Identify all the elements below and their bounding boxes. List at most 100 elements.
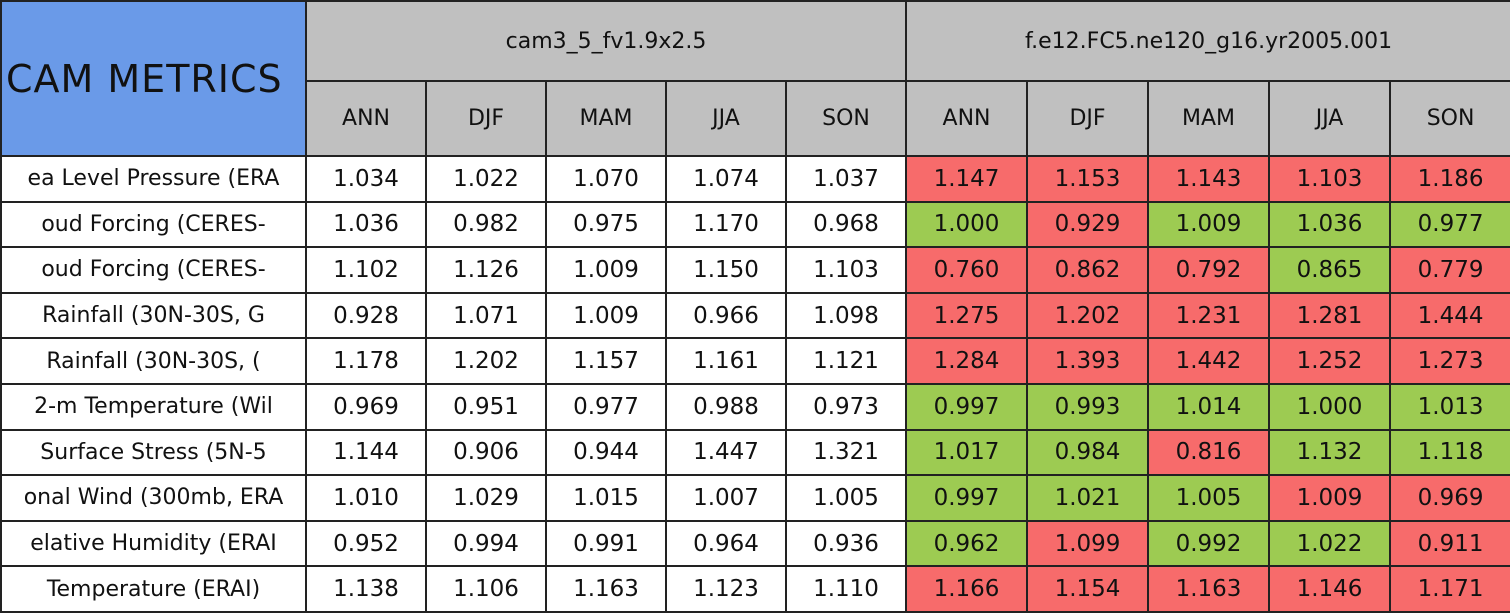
- table-row: 2-m Temperature (Wil 0.969 0.951 0.977 0.988…: [0, 382, 1510, 431]
- metric-cell: 0.988: [665, 382, 787, 431]
- metric-cell: 0.779: [1389, 246, 1510, 294]
- metric-cell: 0.993: [1026, 382, 1150, 431]
- metric-cell: 1.186: [1389, 155, 1510, 203]
- metric-cell: 0.997: [905, 382, 1029, 431]
- season-header: DJF: [425, 80, 547, 157]
- metric-cell: 1.000: [1268, 382, 1392, 431]
- metric-cell: 0.906: [425, 428, 547, 477]
- season-header: SON: [1389, 80, 1510, 157]
- season-header: DJF: [1026, 80, 1150, 157]
- metric-cell: 1.000: [905, 200, 1029, 249]
- row-label: Rainfall (30N-30S, G: [0, 291, 307, 340]
- metric-cell: 1.321: [784, 428, 908, 477]
- metric-cell: 1.102: [305, 246, 427, 294]
- metric-cell: 1.231: [1147, 291, 1271, 340]
- metric-cell: 1.010: [305, 474, 427, 522]
- metric-cell: 0.911: [1389, 519, 1510, 568]
- metric-cell: 1.103: [1268, 155, 1392, 203]
- metric-cell: 1.007: [665, 474, 787, 522]
- metric-cell: 1.161: [665, 337, 787, 385]
- metric-cell: 1.202: [425, 337, 547, 385]
- metric-cell: 0.973: [784, 382, 908, 431]
- metric-cell: 0.969: [1389, 474, 1510, 522]
- metric-cell: 0.984: [1026, 428, 1150, 477]
- metric-cell: 1.126: [425, 246, 547, 294]
- table-row: Rainfall (30N-30S, G 0.928 1.071 1.009 0.966…: [0, 291, 1510, 340]
- metric-cell: 0.964: [665, 519, 787, 568]
- metric-cell: 0.977: [545, 382, 667, 431]
- metric-cell: 1.071: [425, 291, 547, 340]
- season-header: ANN: [905, 80, 1029, 157]
- metric-cell: 1.447: [665, 428, 787, 477]
- metric-cell: 1.163: [545, 565, 667, 613]
- metric-cell: 0.969: [305, 382, 427, 431]
- metric-cell: 1.393: [1026, 337, 1150, 385]
- metric-cell: 0.992: [1147, 519, 1271, 568]
- row-label: Temperature (ERAI): [0, 565, 307, 613]
- metric-cell: 1.123: [665, 565, 787, 613]
- metric-cell: 1.157: [545, 337, 667, 385]
- metric-cell: 0.966: [665, 291, 787, 340]
- season-header: ANN: [305, 80, 427, 157]
- metric-cell: 1.009: [545, 246, 667, 294]
- metric-cell: 1.037: [784, 155, 908, 203]
- metric-cell: 1.143: [1147, 155, 1271, 203]
- metric-cell: 1.009: [1147, 200, 1271, 249]
- row-label: elative Humidity (ERAI: [0, 519, 307, 568]
- metric-cell: 1.005: [784, 474, 908, 522]
- metric-cell: 1.022: [1268, 519, 1392, 568]
- metric-cell: 1.144: [305, 428, 427, 477]
- metric-cell: 1.132: [1268, 428, 1392, 477]
- metric-cell: 0.951: [425, 382, 547, 431]
- table-row: elative Humidity (ERAI 0.952 0.994 0.991 0.9…: [0, 519, 1510, 568]
- row-label: oud Forcing (CERES-: [0, 200, 307, 249]
- metric-cell: 1.005: [1147, 474, 1271, 522]
- metric-cell: 1.147: [905, 155, 1029, 203]
- season-header: SON: [784, 80, 908, 157]
- row-label: oud Forcing (CERES-: [0, 246, 307, 294]
- metric-cell: 1.110: [784, 565, 908, 613]
- metric-cell: 1.099: [1026, 519, 1150, 568]
- metric-cell: 0.952: [305, 519, 427, 568]
- metric-cell: 0.792: [1147, 246, 1271, 294]
- metric-cell: 1.281: [1268, 291, 1392, 340]
- metric-cell: 1.009: [545, 291, 667, 340]
- metric-cell: 0.816: [1147, 428, 1271, 477]
- metric-cell: 1.022: [425, 155, 547, 203]
- metric-cell: 1.284: [905, 337, 1029, 385]
- table-title: CAM METRICS: [0, 0, 307, 157]
- row-label: Rainfall (30N-30S, (: [0, 337, 307, 385]
- metric-cell: 1.017: [905, 428, 1029, 477]
- metric-cell: 0.944: [545, 428, 667, 477]
- metric-cell: 0.928: [305, 291, 427, 340]
- table-row: Temperature (ERAI) 1.138 1.106 1.163 1.123 1.…: [0, 565, 1510, 613]
- season-header: JJA: [665, 80, 787, 157]
- metric-cell: 0.982: [425, 200, 547, 249]
- group-header: f.e12.FC5.ne120_g16.yr2005.001: [905, 0, 1510, 82]
- metric-cell: 1.034: [305, 155, 427, 203]
- metric-cell: 1.098: [784, 291, 908, 340]
- table-row: onal Wind (300mb, ERA 1.010 1.029 1.015 1.00…: [0, 474, 1510, 522]
- metric-cell: 1.252: [1268, 337, 1392, 385]
- metric-cell: 1.009: [1268, 474, 1392, 522]
- metric-cell: 1.163: [1147, 565, 1271, 613]
- metric-cell: 0.975: [545, 200, 667, 249]
- metric-cell: 1.074: [665, 155, 787, 203]
- row-label: Surface Stress (5N-5: [0, 428, 307, 477]
- metric-cell: 1.103: [784, 246, 908, 294]
- season-header: MAM: [545, 80, 667, 157]
- metric-cell: 1.013: [1389, 382, 1510, 431]
- metric-cell: 0.929: [1026, 200, 1150, 249]
- metric-cell: 1.170: [665, 200, 787, 249]
- metric-cell: 1.036: [1268, 200, 1392, 249]
- row-label: onal Wind (300mb, ERA: [0, 474, 307, 522]
- table-row: ANN DJF MAM JJA SON ANN DJF MAM JJA SON: [1, 80, 1510, 157]
- metric-cell: 1.442: [1147, 337, 1271, 385]
- metric-cell: 0.997: [905, 474, 1029, 522]
- metric-cell: 1.275: [905, 291, 1029, 340]
- metric-cell: 1.121: [784, 337, 908, 385]
- metric-cell: 1.171: [1389, 565, 1510, 613]
- metric-cell: 1.150: [665, 246, 787, 294]
